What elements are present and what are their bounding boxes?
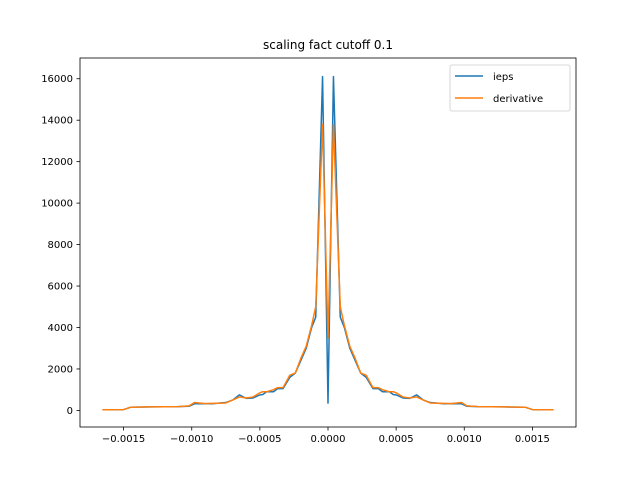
y-tick-label: 6000 — [48, 282, 73, 293]
legend: ieps derivative — [449, 64, 571, 112]
x-tick-label: −0.0005 — [238, 434, 281, 445]
y-tick-label: 14000 — [41, 116, 73, 127]
x-tick-label: 0.0010 — [447, 434, 482, 445]
axes-layer: −0.0015 −0.0010 −0.0005 0.0000 0.0005 0.0010 0… — [41, 57, 577, 445]
x-tick-label: 0.0000 — [311, 434, 346, 445]
legend-label-ieps: ieps — [493, 72, 514, 83]
y-tick-label: 8000 — [48, 240, 73, 251]
y-tick-label: 12000 — [41, 157, 73, 168]
y-tick-label: 4000 — [48, 323, 73, 334]
series-line-derivative — [102, 123, 554, 411]
x-tick-label: −0.0015 — [102, 434, 145, 445]
chart-title: scaling fact cutoff 0.1 — [263, 38, 393, 52]
y-tick-label: 16000 — [41, 74, 73, 85]
x-tick-label: 0.0015 — [515, 434, 550, 445]
x-tick-label: 0.0005 — [379, 434, 414, 445]
series-layer — [102, 75, 554, 411]
legend-label-derivative: derivative — [493, 94, 543, 105]
y-tick-label: 2000 — [48, 364, 73, 375]
x-tick-label: −0.0010 — [170, 434, 213, 445]
y-tick-label: 0 — [67, 406, 73, 417]
y-tick-label: 10000 — [41, 199, 73, 210]
